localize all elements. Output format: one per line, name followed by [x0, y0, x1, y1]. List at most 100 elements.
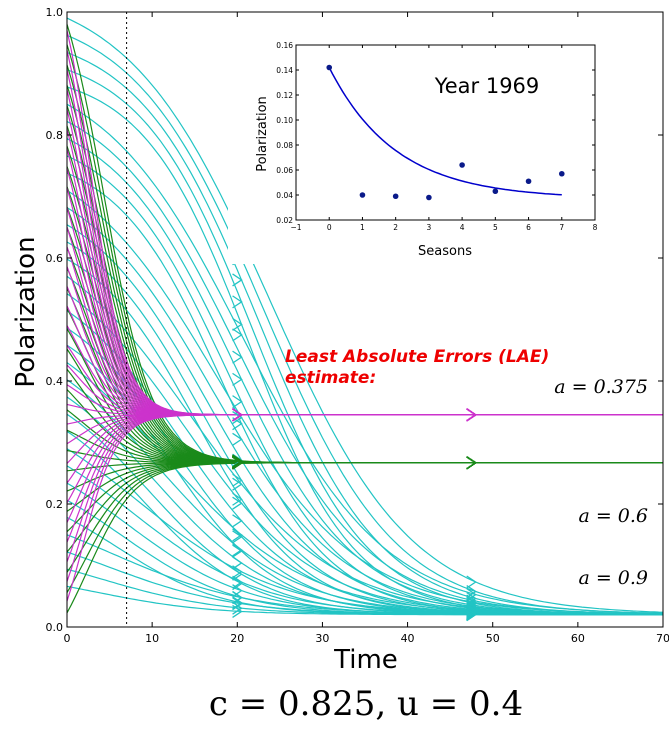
inset-y-tick-label: 0.16	[276, 41, 293, 50]
trajectory-arrow	[232, 328, 243, 342]
trajectory-0375	[66, 414, 663, 543]
trajectory-06	[66, 462, 663, 512]
inset-y-axis-label: Polarization	[255, 96, 270, 172]
inset-y-tick-label: 0.02	[276, 216, 293, 225]
trajectory-arrow	[466, 408, 477, 422]
inset-y-tick-label: 0.08	[276, 141, 293, 150]
inset-data-point	[392, 193, 399, 200]
main-arrow-group	[232, 231, 477, 622]
main-plot-frame	[66, 11, 664, 628]
inset-y-tick-label: 0.10	[276, 116, 293, 125]
trajectory-arrow	[232, 473, 243, 487]
inset-y-tick-label: 0.06	[276, 166, 293, 175]
main-y-axis-label: Polarization	[11, 236, 41, 387]
trajectory-arrow	[232, 317, 243, 331]
trajectory-arrow	[232, 273, 243, 287]
inset-y-tick-label: 0.04	[276, 191, 293, 200]
inset-data-point	[426, 194, 432, 201]
trajectory-arrow	[232, 514, 243, 528]
trajectory-arrow	[232, 604, 243, 618]
trajectory-0375	[66, 414, 663, 563]
trajectory-arrow	[232, 408, 243, 422]
inset-x-tick-label: 6	[526, 223, 531, 232]
x-tick-label: 50	[486, 632, 500, 645]
trajectory-arrow	[232, 395, 243, 409]
lae-annotation-line2: estimate:	[285, 368, 376, 388]
inset-plot	[326, 64, 565, 201]
trajectory-arrow	[232, 417, 243, 431]
trajectory-09	[66, 362, 663, 615]
trajectory-06	[66, 462, 663, 614]
trajectory-arrow	[232, 411, 243, 425]
trajectory-arrow	[232, 544, 243, 558]
trajectory-arrow	[466, 602, 477, 616]
inset-y-tick-label: 0.14	[276, 66, 293, 75]
y-tick-label: 0.6	[46, 252, 64, 265]
trajectory-09	[66, 258, 663, 616]
inset-background	[228, 34, 608, 264]
inset-data-point	[492, 188, 499, 195]
inset-data-point	[459, 162, 465, 168]
inset-x-tick-label: 0	[327, 223, 332, 232]
main-curve-group	[66, 17, 664, 616]
trajectory-arrow	[232, 577, 243, 591]
trajectory-09	[66, 189, 663, 615]
y-tick-label: 0.8	[46, 129, 64, 142]
trajectory-arrow	[466, 601, 477, 615]
x-tick-label: 70	[656, 632, 669, 645]
x-tick-label: 20	[230, 632, 244, 645]
inset-axis-ticks: −1 0 1 2 3 4 5 6 7 8 0.02 0.04 0.06 0.08 0.10 0.12 0.14 0…	[276, 41, 597, 232]
inset-x-tick-label: 1	[360, 223, 365, 232]
y-tick-label: 0.2	[46, 498, 64, 511]
inset-x-tick-label: 4	[460, 223, 465, 232]
x-tick-label: 30	[315, 632, 329, 645]
series-label-a-09: a = 0.9	[578, 567, 648, 589]
trajectory-arrow	[232, 591, 243, 605]
trajectory-arrow	[232, 543, 243, 557]
trajectory-arrow	[466, 456, 477, 470]
trajectory-06	[66, 462, 663, 573]
trajectory-arrow	[232, 477, 243, 491]
trajectory-09	[66, 103, 664, 614]
trajectory-arrow	[232, 584, 243, 598]
trajectory-arrow	[466, 606, 477, 620]
x-tick-label: 10	[145, 632, 159, 645]
series-label-a-0375: a = 0.375	[554, 376, 648, 398]
trajectory-arrow	[232, 350, 243, 364]
y-tick-label: 0.4	[46, 375, 64, 388]
trajectory-06	[66, 462, 663, 492]
inset-x-tick-label: 7	[559, 223, 564, 232]
trajectory-arrow	[232, 492, 243, 506]
main-axis-ticks: 0 10 20 30 40 50 60 700.00.20.40.60.81.0	[46, 6, 669, 645]
trajectory-09	[66, 516, 663, 616]
inset-plot-frame	[295, 44, 596, 221]
trajectory-arrow	[466, 604, 477, 618]
inset-x-tick-label: 8	[593, 223, 598, 232]
trajectory-arrow	[232, 432, 243, 446]
inset-x-axis-label: Seasons	[418, 244, 472, 259]
trajectory-arrow	[466, 585, 477, 599]
inset-fit-curve	[328, 67, 562, 196]
trajectory-arrow	[232, 295, 243, 309]
trajectory-arrow	[232, 372, 243, 386]
inset-x-tick-label: 2	[393, 223, 398, 232]
y-tick-label: 0.0	[46, 621, 64, 634]
trajectory-arrow	[232, 601, 243, 615]
trajectory-arrow	[232, 556, 243, 570]
trajectory-arrow	[232, 530, 243, 544]
lae-annotation-line1: Least Absolute Errors (LAE)	[285, 347, 549, 367]
inset-data-point	[558, 170, 565, 177]
x-tick-label: 40	[401, 632, 415, 645]
trajectory-arrow	[232, 528, 243, 542]
trajectory-09	[66, 585, 663, 616]
trajectory-09	[66, 17, 664, 613]
main-x-axis-label: Time	[333, 645, 398, 675]
inset-data-point	[359, 192, 366, 198]
trajectory-0375	[66, 414, 663, 602]
trajectory-arrow	[466, 608, 477, 622]
inset-x-tick-label: 5	[493, 223, 498, 232]
trajectory-arrow	[232, 565, 243, 579]
x-tick-label: 0	[64, 632, 71, 645]
trajectory-09	[66, 482, 663, 616]
